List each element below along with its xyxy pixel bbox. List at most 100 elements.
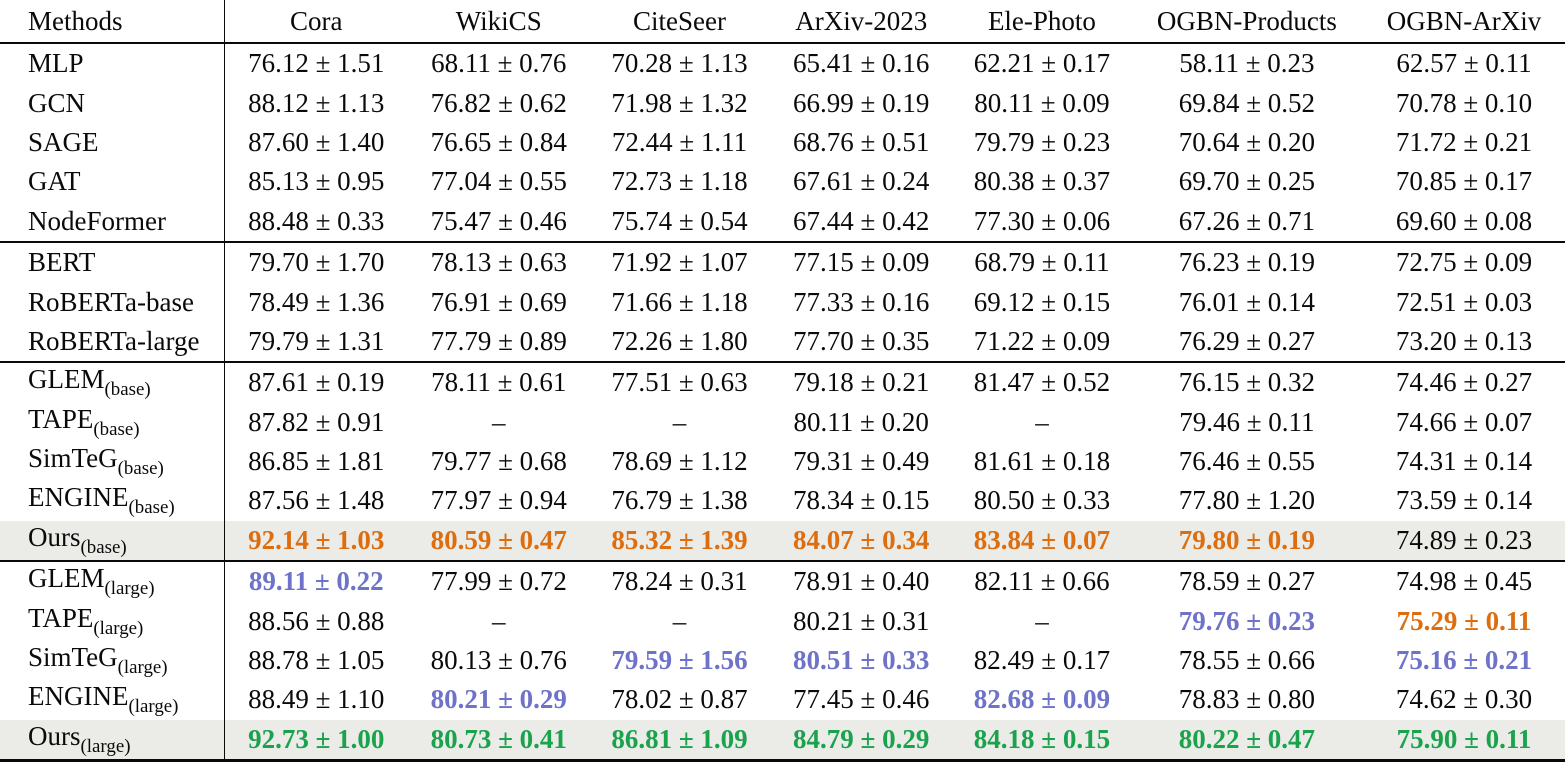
column-header-ogbn-products: OGBN-Products [1130, 0, 1364, 44]
value-cell: 87.60 ± 1.40 [248, 126, 385, 157]
method-name-cell: ENGINE(large) [0, 680, 225, 720]
value-cell: 76.29 ± 0.27 [1178, 325, 1316, 356]
method-name: Ours [28, 720, 81, 751]
value-cell: 66.99 ± 0.19 [793, 87, 930, 118]
column-header-ogbn-arxiv: OGBN-ArXiv [1363, 0, 1565, 44]
method-subscript: (base) [117, 458, 164, 480]
value-cell: 78.59 ± 0.27 [1130, 560, 1364, 602]
value-cell: 67.61 ± 0.24 [793, 166, 930, 197]
value-cell: 74.98 ± 0.45 [1363, 560, 1565, 602]
method-name: MLP [28, 48, 84, 79]
method-name: RoBERTa-base [28, 286, 194, 317]
table-row: GCN 88.12 ± 1.13 76.82 ± 0.62 71.98 ± 1.32 6… [0, 83, 1565, 123]
value-cell: 76.79 ± 1.38 [611, 485, 748, 516]
value-cell: 89.11 ± 0.22 [224, 560, 408, 602]
value-cell: 80.13 ± 0.76 [430, 645, 567, 676]
value-cell: 78.91 ± 0.40 [769, 560, 954, 602]
value-cell: 72.26 ± 1.80 [611, 325, 748, 356]
value-cell: 77.04 ± 0.55 [430, 166, 567, 197]
value-cell: 72.44 ± 1.11 [611, 126, 748, 157]
value-cell: – [1035, 406, 1049, 437]
value-cell: 73.20 ± 0.13 [1395, 325, 1533, 356]
value-cell: 75.29 ± 0.11 [1396, 605, 1532, 636]
value-cell: 88.78 ± 1.05 [248, 645, 385, 676]
method-name: SAGE [28, 126, 99, 157]
method-subscript: (base) [128, 497, 175, 519]
method-name: SimTeG [28, 641, 118, 672]
table-row: NodeFormer 88.48 ± 0.33 75.47 ± 0.46 75.74 … [0, 201, 1565, 242]
value-cell: 85.13 ± 0.95 [248, 166, 385, 197]
value-cell: 62.21 ± 0.17 [973, 48, 1111, 79]
table-row: ENGINE(base) 87.56 ± 1.48 77.97 ± 0.94 76.7… [0, 481, 1565, 521]
value-cell: 82.49 ± 0.17 [973, 645, 1111, 676]
table-row: RoBERTa-base 78.49 ± 1.36 76.91 ± 0.69 71.6… [0, 282, 1565, 322]
method-subscript: (base) [80, 536, 127, 558]
table-row: GLEM(large) 89.11 ± 0.22 77.99 ± 0.72 78.24… [0, 560, 1565, 602]
method-name: GCN [28, 87, 86, 118]
value-cell: 71.98 ± 1.32 [611, 87, 748, 118]
value-cell: 68.76 ± 0.51 [793, 126, 930, 157]
table-row: SimTeG(large) 88.78 ± 1.05 80.13 ± 0.76 79.… [0, 640, 1565, 681]
table-row: ENGINE(large) 88.49 ± 1.10 80.21 ± 0.29 78.… [0, 680, 1565, 720]
method-name: ENGINE [28, 681, 129, 712]
value-cell: 87.56 ± 1.48 [248, 485, 385, 516]
value-cell: 78.69 ± 1.12 [611, 446, 748, 477]
table-header: Methods Cora WikiCS CiteSeer ArXiv-2023 … [0, 0, 1565, 44]
value-cell: – [672, 605, 687, 636]
method-name-cell: TAPE(large) [0, 601, 225, 641]
value-cell: 88.48 ± 0.33 [248, 205, 385, 236]
value-cell: 80.50 ± 0.33 [973, 485, 1111, 516]
value-cell: 79.77 ± 0.68 [430, 446, 567, 477]
table-row: SAGE 87.60 ± 1.40 76.65 ± 0.84 72.44 ± 1.11… [0, 122, 1565, 163]
value-cell: 73.59 ± 0.14 [1395, 485, 1533, 516]
value-cell: 92.73 ± 1.00 [224, 719, 408, 761]
method-name-cell: GAT [0, 162, 225, 202]
value-cell: 71.72 ± 0.21 [1395, 126, 1533, 157]
value-cell: 72.75 ± 0.09 [1363, 240, 1565, 283]
value-cell: 62.57 ± 0.11 [1396, 48, 1532, 79]
value-cell: 78.24 ± 0.31 [589, 560, 770, 602]
value-cell: – [1035, 605, 1049, 636]
value-cell: 71.22 ± 0.09 [973, 325, 1111, 356]
value-cell: 78.49 ± 1.36 [248, 286, 385, 317]
value-cell: 79.59 ± 1.56 [611, 645, 748, 676]
value-cell: 74.62 ± 0.30 [1395, 684, 1533, 715]
value-cell: 74.66 ± 0.07 [1395, 406, 1533, 437]
method-name-cell: SAGE [0, 122, 225, 163]
value-cell: 79.79 ± 1.31 [248, 325, 385, 356]
value-cell: 75.90 ± 0.11 [1363, 719, 1565, 761]
value-cell: – [492, 605, 506, 636]
value-cell: 80.21 ± 0.29 [430, 684, 567, 715]
value-cell: 69.70 ± 0.25 [1178, 166, 1316, 197]
value-cell: 76.01 ± 0.14 [1178, 286, 1316, 317]
value-cell: 79.70 ± 1.70 [224, 240, 408, 283]
method-name-cell: GLEM(base) [0, 361, 225, 403]
value-cell: 67.44 ± 0.42 [793, 205, 930, 236]
value-cell: 86.81 ± 1.09 [589, 719, 770, 761]
method-name: TAPE [28, 403, 94, 434]
method-name: GLEM [28, 563, 105, 594]
value-cell: 78.34 ± 0.15 [793, 485, 930, 516]
value-cell: 69.12 ± 0.15 [973, 286, 1111, 317]
value-cell: 84.79 ± 0.29 [769, 719, 954, 761]
method-name: Ours [28, 521, 81, 552]
value-cell: 83.84 ± 0.07 [953, 520, 1131, 562]
method-subscript: (large) [128, 696, 179, 718]
method-name-cell: NodeFormer [0, 201, 225, 242]
value-cell: 75.47 ± 0.46 [430, 205, 567, 236]
table-row: TAPE(large) 88.56 ± 0.88 – – 80.21 ± 0.31 – 79… [0, 601, 1565, 641]
method-name-cell: TAPE(base) [0, 402, 225, 442]
value-cell: 82.68 ± 0.09 [973, 684, 1111, 715]
value-cell: 75.16 ± 0.21 [1395, 645, 1533, 676]
method-name-cell: MLP [0, 43, 225, 84]
value-cell: 78.83 ± 0.80 [1178, 684, 1316, 715]
value-cell: 84.07 ± 0.34 [769, 520, 954, 562]
method-name: RoBERTa-large [28, 325, 200, 356]
value-cell: 72.51 ± 0.03 [1395, 286, 1533, 317]
table-row: GLEM(base) 87.61 ± 0.19 78.11 ± 0.61 77.51 … [0, 361, 1565, 403]
table-row: SimTeG(base) 86.85 ± 1.81 79.77 ± 0.68 78.6… [0, 441, 1565, 482]
value-cell: 88.56 ± 0.88 [248, 605, 385, 636]
value-cell: 70.28 ± 1.13 [611, 48, 748, 79]
table-row: Ours(large) 92.73 ± 1.00 80.73 ± 0.41 86.81… [0, 719, 1565, 761]
value-cell: 68.79 ± 0.11 [953, 240, 1131, 283]
